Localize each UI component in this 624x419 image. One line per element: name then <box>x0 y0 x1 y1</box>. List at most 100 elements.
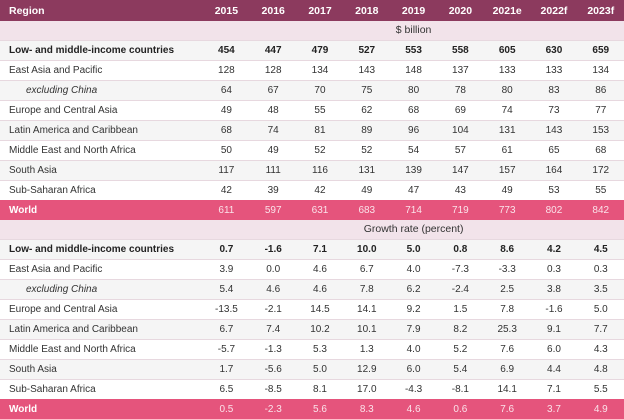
value-cell: 67 <box>249 79 297 100</box>
value-cell: 605 <box>483 39 531 60</box>
value-cell: 42 <box>203 179 250 200</box>
value-cell: 54 <box>390 139 437 160</box>
table-row: Latin America and Caribbean 68 74 81 89 96 104… <box>0 119 624 140</box>
value-cell: 4.8 <box>577 358 624 379</box>
value-cell: -4.3 <box>390 378 437 399</box>
value-cell: 6.5 <box>203 378 250 399</box>
region-label: Low- and middle-income countries <box>0 39 203 60</box>
value-cell: 52 <box>296 139 344 160</box>
region-label: Latin America and Caribbean <box>0 318 203 339</box>
region-label: Latin America and Caribbean <box>0 119 203 140</box>
region-label: East Asia and Pacific <box>0 258 203 279</box>
value-cell: 8.3 <box>359 403 374 415</box>
value-cell: -1.6 <box>530 298 578 319</box>
value-cell: 0.7 <box>203 238 250 259</box>
value-cell: 4.6 <box>406 403 421 415</box>
value-cell: 454 <box>203 39 250 60</box>
region-label: South Asia <box>0 159 203 180</box>
value-cell: -8.5 <box>249 378 297 399</box>
value-cell: 597 <box>264 204 282 216</box>
year-column-header: 2015 <box>214 4 239 17</box>
value-cell: 5.3 <box>296 338 344 359</box>
value-cell: 7.1 <box>530 378 578 399</box>
value-cell: 81 <box>296 119 344 140</box>
value-cell: 74 <box>483 99 531 120</box>
value-cell: 131 <box>343 159 391 180</box>
value-cell: 153 <box>577 119 624 140</box>
value-cell: 5.0 <box>577 298 624 319</box>
value-cell: 68 <box>577 139 624 160</box>
value-cell: 137 <box>436 59 484 80</box>
table-row: Middle East and North Africa 50 49 52 52 54 57… <box>0 139 624 160</box>
value-cell: 55 <box>296 99 344 120</box>
value-cell: 42 <box>296 179 344 200</box>
value-cell: 447 <box>249 39 297 60</box>
value-cell: 631 <box>311 204 329 216</box>
value-cell: 57 <box>436 139 484 160</box>
table-row: excluding China 5.4 4.6 4.6 7.8 6.2 -2.4 2.5 3.8… <box>0 278 624 299</box>
value-cell: 683 <box>358 204 376 216</box>
value-cell: 128 <box>203 59 250 80</box>
year-column-header: 2021e <box>492 4 522 17</box>
value-cell: 157 <box>483 159 531 180</box>
value-cell: 14.1 <box>483 378 531 399</box>
table-row: Europe and Central Asia 49 48 55 62 68 69 74 73 7… <box>0 99 624 120</box>
world-total-row: World 0.5 -2.3 5.6 8.3 4.6 0.6 7.6 3.7 4.9 <box>0 399 624 419</box>
value-cell: 47 <box>390 179 437 200</box>
value-cell: 0.8 <box>436 238 484 259</box>
value-cell: 7.1 <box>296 238 344 259</box>
value-cell: 5.0 <box>296 358 344 379</box>
value-cell: 0.3 <box>530 258 578 279</box>
value-cell: 69 <box>436 99 484 120</box>
value-cell: 83 <box>530 79 578 100</box>
value-cell: 80 <box>483 79 531 100</box>
value-cell: 3.5 <box>577 278 624 299</box>
value-cell: 6.9 <box>483 358 531 379</box>
value-cell: 527 <box>343 39 391 60</box>
value-cell: 3.8 <box>530 278 578 299</box>
value-cell: 77 <box>577 99 624 120</box>
region-label: excluding China <box>0 278 203 299</box>
table-header-row: Region 2015 2016 2017 2018 2019 2020 202… <box>0 0 624 21</box>
value-cell: 9.2 <box>390 298 437 319</box>
value-cell: 0.6 <box>453 403 468 415</box>
value-cell: 49 <box>203 99 250 120</box>
value-cell: -5.7 <box>203 338 250 359</box>
value-cell: 49 <box>343 179 391 200</box>
value-cell: 134 <box>577 59 624 80</box>
value-cell: 10.2 <box>296 318 344 339</box>
value-cell: 4.2 <box>530 238 578 259</box>
value-cell: 48 <box>249 99 297 120</box>
value-cell: -7.3 <box>436 258 484 279</box>
table-row: Low- and middle-income countries 454 447 47… <box>0 39 624 60</box>
value-cell: 86 <box>577 79 624 100</box>
value-cell: 553 <box>390 39 437 60</box>
value-cell: 8.2 <box>436 318 484 339</box>
value-cell: 78 <box>436 79 484 100</box>
region-label: World <box>9 204 38 216</box>
value-cell: 68 <box>203 119 250 140</box>
value-cell: -8.1 <box>436 378 484 399</box>
value-cell: 62 <box>343 99 391 120</box>
value-cell: 25.3 <box>483 318 531 339</box>
value-cell: 89 <box>343 119 391 140</box>
value-cell: 6.7 <box>343 258 391 279</box>
year-column-header: 2020 <box>448 4 473 17</box>
value-cell: 70 <box>296 79 344 100</box>
value-cell: 842 <box>592 204 610 216</box>
value-cell: -13.5 <box>203 298 250 319</box>
region-label: Sub-Saharan Africa <box>0 378 203 399</box>
region-label: World <box>9 403 38 415</box>
value-cell: 104 <box>436 119 484 140</box>
value-cell: -5.6 <box>249 358 297 379</box>
region-label: Europe and Central Asia <box>0 99 203 120</box>
table-row: Latin America and Caribbean 6.7 7.4 10.2 10.… <box>0 318 624 339</box>
value-cell: 558 <box>436 39 484 60</box>
value-cell: 128 <box>249 59 297 80</box>
year-column-header: 2016 <box>261 4 285 17</box>
value-cell: 14.5 <box>296 298 344 319</box>
table-row: excluding China 64 67 70 75 80 78 80 83 86 <box>0 79 624 100</box>
world-total-row: World 611 597 631 683 714 719 773 802 842 <box>0 200 624 220</box>
value-cell: 7.4 <box>249 318 297 339</box>
